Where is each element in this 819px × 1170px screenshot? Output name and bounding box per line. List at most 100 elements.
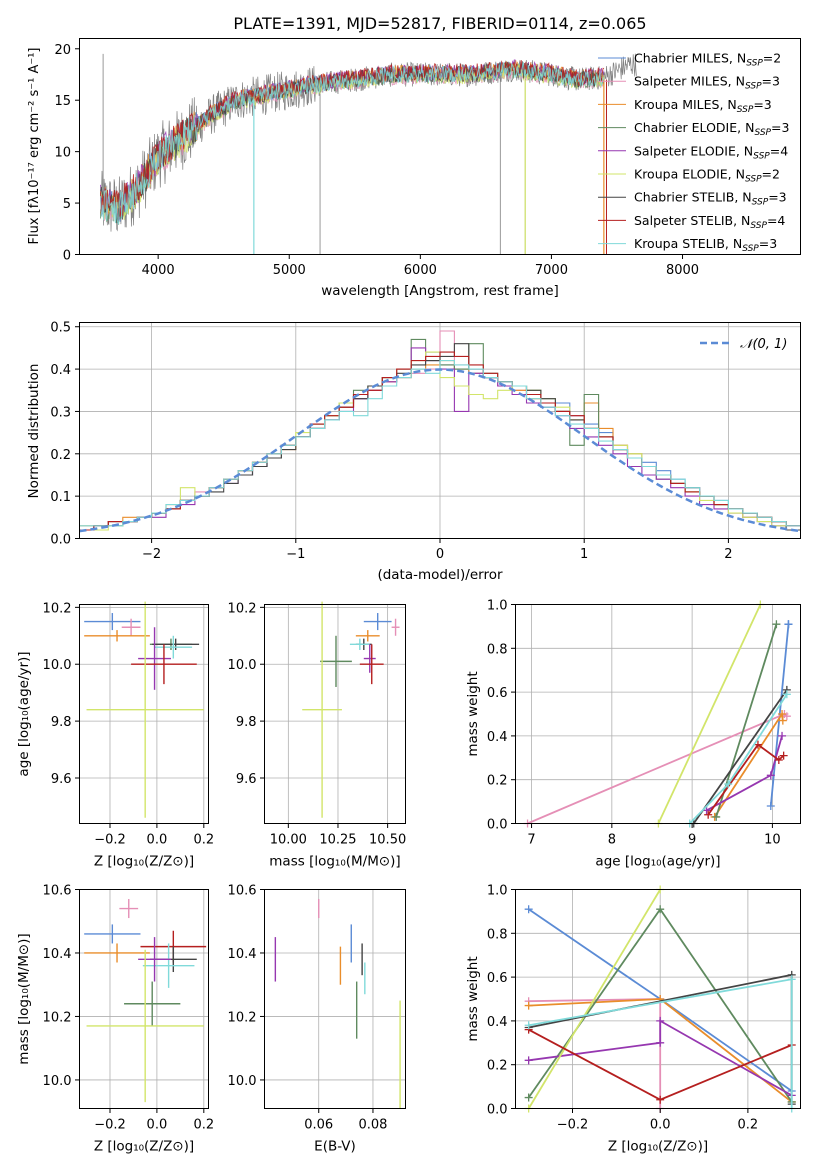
legend-label-subscript: SSP xyxy=(752,198,769,208)
legend-label-tail: =3 xyxy=(753,97,771,112)
panel-grid xyxy=(515,604,801,824)
legend-label: Salpeter STELIB, NSSP=4 xyxy=(634,213,785,231)
legend-label: Salpeter MILES, NSSP=3 xyxy=(634,74,780,92)
xtick-label: −0.2 xyxy=(557,1118,589,1133)
weight-series-marker xyxy=(656,905,665,914)
model-spectrum-line xyxy=(100,61,605,225)
legend-label-tail: =4 xyxy=(770,143,788,158)
spectrum-ytick-label: 20 xyxy=(54,43,71,58)
weight-series-marker xyxy=(772,620,781,629)
ytick-label: 9.6 xyxy=(236,772,257,787)
ytick-label: 10.2 xyxy=(43,601,72,616)
panel-plot xyxy=(523,600,793,828)
legend-label: Chabrier ELODIE, NSSP=3 xyxy=(634,120,789,138)
spectrum-ylabel: Flux [fλ10⁻¹⁷ erg cm⁻² s⁻¹ A⁻¹] xyxy=(27,48,42,245)
xtick-label: 10 xyxy=(764,833,781,848)
panel-ylabel: mass weight xyxy=(465,671,481,756)
legend-label: Kroupa MILES, NSSP=3 xyxy=(634,97,772,115)
panel-xlabel: age [log₁₀(age/yr)] xyxy=(595,854,720,870)
xtick-label: 10.50 xyxy=(369,833,406,848)
panel-xlabel: E(B-V) xyxy=(314,1139,356,1155)
histogram-ylabel: Normed distribution xyxy=(26,364,42,499)
panel-xlabel: Z [log₁₀(Z/Z⊙)] xyxy=(608,1139,708,1155)
ytick-label: 0.8 xyxy=(487,642,508,657)
spectrum-xtick-label: 4000 xyxy=(142,263,175,278)
xtick-label: 0.2 xyxy=(738,1118,759,1133)
histogram-ytick-label: 0.3 xyxy=(50,405,71,420)
spectrum-ytick-label: 5 xyxy=(63,197,71,212)
histogram-xlabel: (data-model)/error xyxy=(377,567,503,583)
panel-plot xyxy=(302,601,400,818)
weight-series-marker xyxy=(656,1038,665,1047)
ytick-label: 10.0 xyxy=(43,658,72,673)
ytick-label: 10.2 xyxy=(228,1010,257,1025)
legend-label-tail: =3 xyxy=(768,190,786,205)
weight-series-line xyxy=(528,998,662,1109)
xtick-label: 0.0 xyxy=(650,1118,671,1133)
panel-ticks: 0.06 0.08 10.0 10.2 10.4 10.6 xyxy=(228,884,388,1133)
xtick-label: 0.08 xyxy=(358,1118,387,1133)
xtick-label: 0.0 xyxy=(147,833,168,848)
xtick-label: 8 xyxy=(608,833,616,848)
panel-axes xyxy=(515,604,801,824)
ytick-label: 0.0 xyxy=(487,1103,508,1118)
weight-series-marker xyxy=(766,771,775,780)
panel-grid xyxy=(79,889,209,1109)
panel-grid xyxy=(264,889,406,1109)
weight-series-marker xyxy=(656,1095,665,1104)
panel-plot xyxy=(274,899,401,1109)
ytick-label: 9.8 xyxy=(51,715,72,730)
xtick-label: −0.2 xyxy=(94,1118,126,1133)
legend-label-subscript: SSP xyxy=(754,128,771,138)
weight-series-marker xyxy=(704,810,713,819)
spectrum-xtick-label: 5000 xyxy=(273,263,306,278)
weight-series-marker xyxy=(524,1093,533,1102)
spectrum-xlabel: wavelength [Angstrom, rest frame] xyxy=(321,283,559,299)
spectrum-xtick-label: 8000 xyxy=(666,263,699,278)
weight-series-line xyxy=(527,889,661,1109)
panel-ticks: 7 8 9 10 0.0 0.2 0.4 0.6 0.8 1.0 xyxy=(487,599,781,848)
legend-label: Salpeter ELODIE, NSSP=4 xyxy=(634,143,788,161)
weight-series-marker xyxy=(524,1021,533,1030)
spectrum-legend: Chabrier MILES, NSSP=2 Salpeter MILES, NS… xyxy=(598,51,789,254)
ytick-label: 1.0 xyxy=(487,599,508,614)
panel-axes xyxy=(264,889,406,1109)
panel-axes xyxy=(264,604,406,824)
xtick-label: 10.00 xyxy=(270,833,307,848)
ytick-label: 10.4 xyxy=(43,947,72,962)
panel-ticks: −0.2 0.0 0.2 9.6 9.8 10.0 10.2 xyxy=(43,601,215,847)
panel-plot xyxy=(524,885,796,1113)
ytick-label: 0.6 xyxy=(487,971,508,986)
panel-ylabel: mass weight xyxy=(465,956,481,1041)
weight-series-marker xyxy=(712,812,721,821)
spectrum-title: PLATE=1391, MJD=52817, FIBERID=0114, z=0… xyxy=(233,14,646,33)
panel-ticks: −0.2 0.0 0.2 10.0 10.2 10.4 10.6 xyxy=(43,884,215,1133)
ytick-label: 9.8 xyxy=(236,715,257,730)
legend-label-subscript: SSP xyxy=(753,151,770,161)
ytick-label: 10.2 xyxy=(43,1010,72,1025)
spectrum-xtick-label: 6000 xyxy=(404,263,437,278)
weight-series-line xyxy=(527,712,788,825)
spectrum-ytick-label: 15 xyxy=(54,94,71,109)
panel-grid xyxy=(264,604,406,824)
legend-label-tail: =4 xyxy=(767,213,785,228)
panel-ylabel: age [log₁₀(age/yr)] xyxy=(16,651,32,776)
panel-axes xyxy=(79,889,209,1109)
ytick-label: 10.6 xyxy=(228,884,257,899)
residual-histogram-panel: −2 −1 0 1 2 0.0 0.1 0.2 0.3 0.4 0.5 (data-model)/e… xyxy=(26,321,801,583)
gaussian-reference-curve xyxy=(79,368,801,533)
weight-series-marker xyxy=(787,975,796,984)
panel-plot xyxy=(84,601,204,818)
spectrum-axes xyxy=(79,38,801,255)
weight-series-marker xyxy=(784,620,793,629)
xtick-label: 0.06 xyxy=(304,1118,333,1133)
age-vs-mass-panel: 10.00 10.25 10.50 9.6 9.8 10.0 10.2 mass [log₁₀… xyxy=(228,601,407,869)
histogram-ytick-label: 0.1 xyxy=(50,490,71,505)
ytick-label: 10.0 xyxy=(228,658,257,673)
age-vs-metallicity-panel: −0.2 0.0 0.2 9.6 9.8 10.0 10.2 Z [log₁₀(Z/Z⊙)] a… xyxy=(16,601,214,869)
xtick-label: 0.0 xyxy=(147,1118,168,1133)
ytick-label: 1.0 xyxy=(487,884,508,899)
panel-plot xyxy=(84,899,207,1103)
weight-series-marker xyxy=(779,751,788,760)
histogram-xtick-label: −1 xyxy=(286,547,305,562)
